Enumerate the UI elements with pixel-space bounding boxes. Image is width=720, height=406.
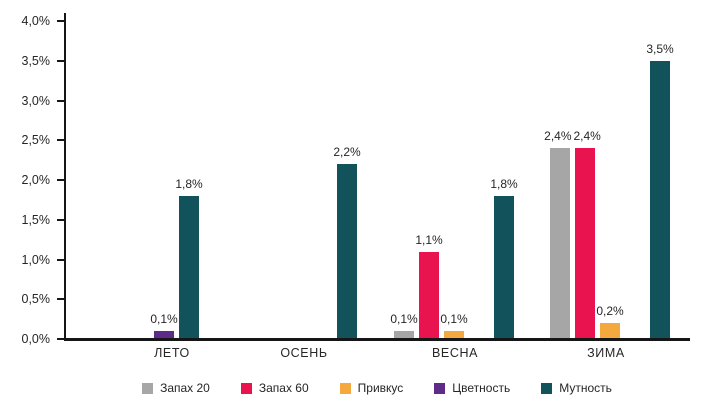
y-axis-tick-label: 3,0% (21, 93, 51, 108)
x-axis-category-label: ОСЕНЬ (280, 346, 328, 360)
bar (494, 195, 514, 339)
legend-swatch-icon (142, 382, 154, 394)
legend-item-label: Мутность (559, 381, 612, 395)
legend-item: Мутность (541, 381, 612, 395)
y-axis-tick-label: 4,0% (21, 14, 51, 28)
legend-item: Запах 20 (142, 381, 210, 395)
legend-swatch-icon (339, 382, 351, 394)
y-axis-tick-label: 2,0% (21, 173, 51, 187)
bar (179, 195, 199, 339)
bar-value-label: 2,2% (333, 145, 361, 160)
bar (650, 60, 670, 339)
y-axis-tick-label: 1,5% (21, 212, 51, 227)
bar-value-label: 1,8% (490, 176, 518, 191)
bar-value-label: 1,8% (175, 176, 203, 191)
y-axis-tick-label: 1,0% (21, 252, 51, 267)
x-axis-category-label: ВЕСНА (431, 346, 479, 360)
bar-value-label: 0,1% (150, 312, 178, 327)
bar (550, 148, 570, 339)
legend-item: Запах 60 (240, 381, 309, 395)
x-axis-line (64, 338, 690, 341)
legend-item-label: Цветность (452, 381, 511, 395)
bar (337, 164, 357, 339)
bar-value-label: 3,5% (646, 41, 674, 56)
y-axis-tick (57, 298, 65, 301)
bar-value-label: 2,4% (544, 129, 572, 144)
bar-value-label: 0,2% (596, 304, 624, 319)
legend-item: Цветность (434, 381, 510, 395)
y-axis-tick (57, 20, 65, 22)
y-axis-tick-label: 3,5% (21, 53, 51, 68)
y-axis-tick (57, 258, 65, 261)
bar (154, 331, 174, 339)
y-axis-tick-label: 0,5% (21, 292, 51, 307)
legend-item-label: Запах 60 (258, 381, 309, 395)
bar-value-label: 0,1% (440, 312, 468, 327)
y-axis-tick (57, 139, 65, 142)
bar (600, 323, 620, 339)
legend-item: Привкус (339, 381, 404, 395)
bar-value-label: 2,4% (573, 129, 601, 144)
bar (575, 148, 595, 339)
legend-swatch-icon (240, 382, 252, 394)
y-axis-tick (57, 218, 65, 221)
x-axis-category-label: ЛЕТО (154, 346, 190, 360)
bar-value-label: 1,1% (415, 232, 443, 247)
legend: Запах 20 Запах 60 Привкус Цветность Мутность (65, 379, 689, 397)
y-axis-line (64, 13, 66, 340)
bar (419, 251, 439, 339)
y-axis-tick-label: 0,0% (21, 332, 51, 346)
legend-item-label: Запах 20 (160, 381, 210, 395)
y-axis-tick (57, 338, 65, 340)
y-axis-tick (57, 179, 65, 181)
y-axis-tick (57, 59, 65, 62)
bar (444, 331, 464, 339)
y-axis-tick-label: 2,5% (21, 133, 51, 148)
x-axis-category-label: ЗИМА (587, 346, 625, 360)
legend-item-label: Привкус (357, 381, 404, 395)
legend-swatch-icon (434, 382, 446, 394)
legend-swatch-icon (541, 382, 553, 394)
bar (394, 331, 414, 339)
y-axis-tick (57, 99, 65, 102)
bar-value-label: 0,1% (390, 312, 418, 327)
